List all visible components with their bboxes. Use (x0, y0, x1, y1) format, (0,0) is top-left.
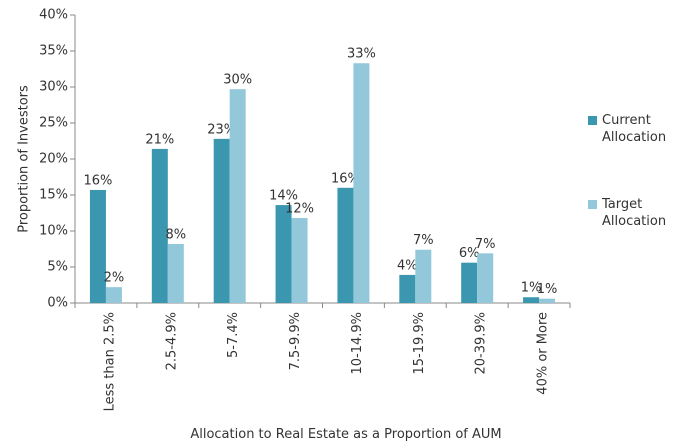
value-label: 2% (104, 271, 125, 286)
bar (477, 253, 494, 303)
value-label: 7% (475, 237, 496, 252)
value-label: 16% (331, 171, 360, 186)
bar (291, 218, 308, 303)
x-tick-label: 2.5-4.9% (164, 312, 179, 370)
y-axis-title: Proportion of Investors (17, 85, 32, 233)
value-label: 1% (537, 282, 558, 297)
x-tick-label: 20-39.9% (474, 312, 489, 375)
x-axis-title: Allocation to Real Estate as a Proportio… (190, 427, 501, 442)
x-tick-label: Less than 2.5% (102, 312, 117, 411)
y-tick-label: 30% (39, 80, 68, 95)
value-label: 7% (413, 233, 434, 248)
y-tick-label: 10% (39, 224, 68, 239)
value-label: 8% (166, 227, 187, 242)
bar (337, 187, 354, 303)
bar (229, 89, 246, 303)
bar (105, 287, 122, 303)
y-tick-label: 0% (47, 296, 68, 311)
legend-label: Target Allocation (602, 197, 667, 229)
y-tick-label: 5% (47, 260, 68, 275)
value-label: 30% (223, 73, 252, 88)
x-tick-label: 7.5-9.9% (288, 312, 303, 370)
bar (399, 274, 416, 303)
value-label: 21% (145, 132, 174, 147)
value-label: 1% (521, 281, 542, 296)
x-tick-label: 15-19.9% (412, 312, 427, 375)
x-tick-label: 40% or More (536, 312, 551, 395)
y-tick-label: 15% (39, 188, 68, 203)
value-label: 16% (83, 173, 112, 188)
value-label: 4% (397, 258, 418, 273)
legend-item: Target Allocation (602, 197, 667, 229)
bar (539, 298, 556, 303)
legend-swatch (588, 200, 597, 209)
y-tick-label: 25% (39, 116, 68, 131)
y-tick-label: 35% (39, 44, 68, 59)
value-label: 12% (285, 202, 314, 217)
legend-label: Current Allocation (602, 113, 667, 145)
x-tick-label: 5-7.4% (226, 312, 241, 358)
bar (213, 138, 230, 303)
bar (353, 63, 370, 303)
bar (89, 189, 106, 303)
bar (151, 148, 168, 303)
bar (275, 205, 292, 303)
bar (167, 243, 184, 303)
x-tick-label: 10-14.9% (350, 312, 365, 375)
legend-swatch (588, 116, 597, 125)
value-label: 14% (269, 189, 298, 204)
bar (523, 297, 540, 303)
y-tick-label: 20% (39, 152, 68, 167)
y-tick-label: 40% (39, 8, 68, 23)
value-label: 6% (459, 246, 480, 261)
value-label: 33% (347, 47, 376, 62)
bar (415, 249, 432, 303)
bar (461, 262, 478, 303)
legend-item: Current Allocation (602, 113, 667, 145)
value-label: 23% (207, 122, 236, 137)
